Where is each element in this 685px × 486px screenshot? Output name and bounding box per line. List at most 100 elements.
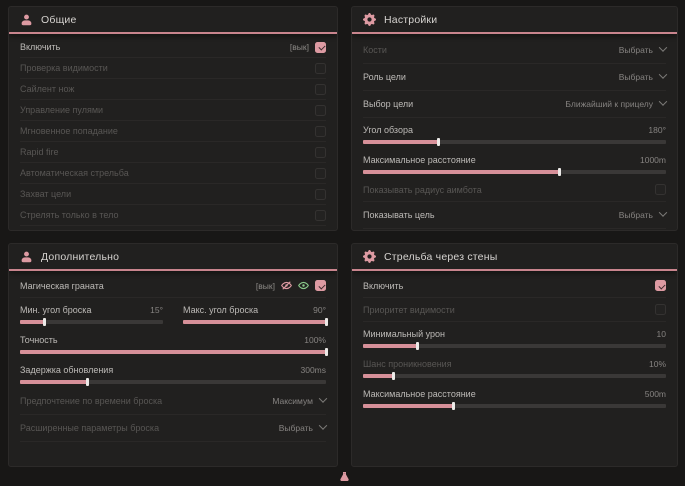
toggle-label: Автоматическая стрельба [20, 168, 129, 178]
select-label: Предпочтение по времени броска [20, 396, 163, 406]
eye-icon[interactable] [298, 280, 309, 291]
select-value: Выбрать [618, 45, 653, 55]
min-damage-slider[interactable] [363, 342, 666, 350]
toggle-label: Магическая граната [20, 280, 104, 291]
select-row-target-role: Роль цели Выбрать [363, 64, 668, 91]
toggle-row-silent-knife: Сайлент нож [20, 79, 326, 100]
toggle-row-body-only: Стрелять только в тело [20, 205, 326, 226]
select-value: Выбрать [618, 72, 653, 82]
toggle-label: Управление пулями [20, 105, 104, 115]
slider-value: 10% [648, 358, 666, 369]
slider-thumb[interactable] [324, 318, 328, 326]
advanced-throw-select[interactable]: Выбрать [278, 421, 328, 433]
panel-additional-header: Дополнительно [9, 244, 337, 271]
person-icon [20, 250, 33, 263]
select-label: Выбор цели [363, 99, 414, 109]
bones-select[interactable]: Выбрать [618, 43, 668, 55]
slider-row-update-delay: Задержка обновления 300ms [20, 358, 326, 388]
select-label: Роль цели [363, 72, 406, 82]
show-target-select[interactable]: Выбрать [618, 208, 668, 220]
slider-thumb[interactable] [416, 342, 420, 350]
toggle-row-show-radius: Показывать радиус аимбота [363, 178, 666, 202]
show-radius-checkbox[interactable] [655, 184, 666, 195]
slider-value: 1000m [640, 154, 666, 165]
panel-general: Общие Включить [вык] Проверка видимости … [8, 6, 338, 231]
slider-thumb[interactable] [85, 378, 89, 386]
select-value: Выбрать [618, 210, 653, 220]
toggle-label: Rapid fire [20, 147, 59, 157]
enable-checkbox[interactable] [315, 41, 326, 53]
slider-row-min-throw: Мин. угол броска 15° [20, 298, 163, 328]
visibility-priority-checkbox[interactable] [655, 304, 666, 315]
panel-walls-title: Стрельба через стены [384, 250, 498, 263]
toggle-row-enable: Включить [вык] [20, 37, 326, 58]
throw-time-select[interactable]: Максимум [272, 394, 328, 406]
walls-max-distance-slider[interactable] [363, 402, 666, 410]
auto-shoot-checkbox[interactable] [315, 167, 326, 179]
toggle-row-bullet-control: Управление пулями [20, 100, 326, 121]
magic-grenade-checkbox[interactable] [315, 280, 326, 291]
slider-row-max-distance: Максимальное расстояние 1000m [363, 148, 666, 178]
silent-knife-checkbox[interactable] [315, 83, 326, 95]
body-only-checkbox[interactable] [315, 209, 326, 221]
target-select-select[interactable]: Ближайший к прицелу [565, 97, 668, 109]
select-row-show-target: Показывать цель Выбрать [363, 202, 668, 229]
toggle-label: Мгновенное попадание [20, 126, 118, 136]
rapid-fire-checkbox[interactable] [315, 146, 326, 158]
select-row-throw-time: Предпочтение по времени броска Максимум [20, 388, 328, 415]
select-value: Выбрать [278, 423, 313, 433]
slider-thumb[interactable] [324, 348, 328, 356]
min-throw-slider[interactable] [20, 318, 163, 326]
max-throw-slider[interactable] [183, 318, 328, 326]
slider-row-penetration: Шанс проникновения 10% [363, 352, 666, 382]
select-row-bones: Кости Выбрать [363, 37, 668, 64]
bottom-marker-icon [339, 468, 350, 481]
panel-general-title: Общие [41, 13, 77, 26]
fov-slider[interactable] [363, 138, 666, 146]
toggle-row-visibility-priority: Приоритет видимости [363, 298, 666, 322]
select-value: Максимум [272, 396, 313, 406]
chevron-down-icon [658, 70, 668, 79]
slider-thumb[interactable] [391, 372, 395, 380]
slider-row-fov: Угол обзора 180° [363, 118, 666, 148]
slider-thumb[interactable] [437, 138, 441, 146]
toggle-label: Стрелять только в тело [20, 210, 119, 220]
slider-label: Мин. угол броска [20, 304, 92, 315]
walls-enable-checkbox[interactable] [655, 280, 666, 291]
visibility-check-checkbox[interactable] [315, 62, 326, 74]
select-row-target-select: Выбор цели Ближайший к прицелу [363, 91, 668, 118]
toggle-label: Проверка видимости [20, 63, 108, 73]
toggle-label: Захват цели [20, 189, 72, 199]
panel-settings-title: Настройки [384, 13, 438, 26]
panel-settings: Настройки Кости Выбрать Роль цели Выбрат… [351, 6, 678, 231]
slider-label: Минимальный урон [363, 328, 446, 339]
toggle-row-walls-enable: Включить [363, 274, 666, 298]
bullet-control-checkbox[interactable] [315, 104, 326, 116]
panel-additional: Дополнительно Магическая граната [вык] [8, 243, 338, 467]
toggle-row-auto-shoot: Автоматическая стрельба [20, 163, 326, 184]
instant-hit-checkbox[interactable] [315, 125, 326, 137]
toggle-row-magic-grenade: Магическая граната [вык] [20, 274, 326, 298]
chevron-down-icon [658, 208, 668, 217]
accuracy-slider[interactable] [20, 348, 328, 356]
slider-label: Максимальное расстояние [363, 388, 476, 399]
max-distance-slider[interactable] [363, 168, 666, 176]
slider-thumb[interactable] [558, 168, 562, 176]
target-lock-checkbox[interactable] [315, 188, 326, 200]
slider-thumb[interactable] [42, 318, 46, 326]
select-value: Ближайший к прицелу [565, 99, 653, 109]
hotkey-badge: [вык] [255, 280, 275, 291]
gear-icon [363, 250, 376, 263]
panel-walls-header: Стрельба через стены [352, 244, 677, 271]
slider-thumb[interactable] [452, 402, 456, 410]
select-row-advanced-throw: Расширенные параметры броска Выбрать [20, 415, 328, 442]
slider-row-accuracy: Точность 100% [20, 328, 328, 358]
penetration-slider[interactable] [363, 372, 666, 380]
target-role-select[interactable]: Выбрать [618, 70, 668, 82]
slider-value: 90° [313, 304, 326, 315]
eye-off-icon[interactable] [281, 280, 292, 291]
person-icon [20, 13, 33, 26]
update-delay-slider[interactable] [20, 378, 326, 386]
toggle-row-visibility-check: Проверка видимости [20, 58, 326, 79]
chevron-down-icon [658, 43, 668, 52]
